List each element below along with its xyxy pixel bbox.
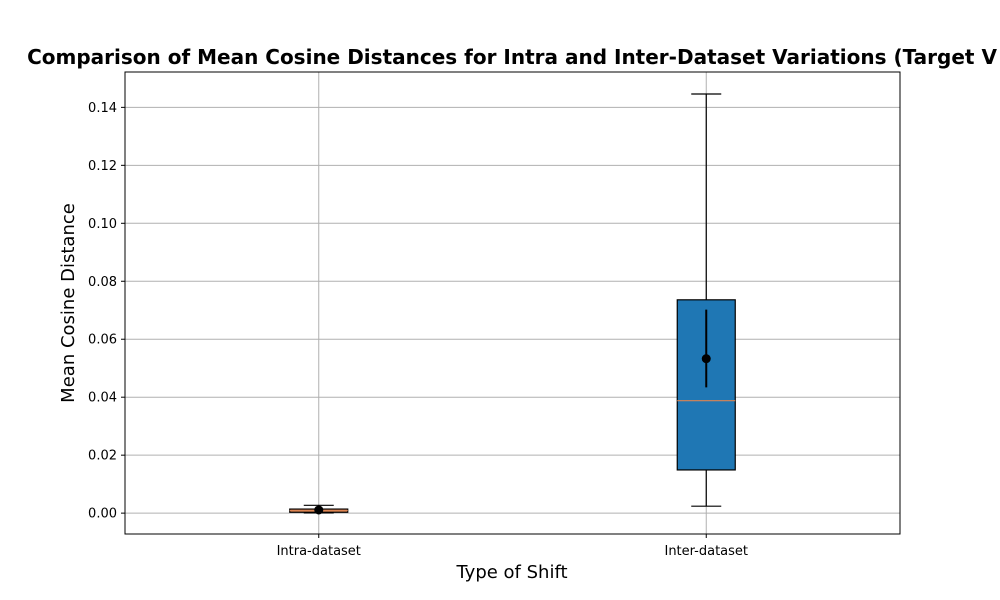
- box-intra-dataset: [289, 504, 349, 515]
- y-tick-label: 0.08: [88, 275, 117, 290]
- y-tick-label: 0.04: [88, 391, 117, 406]
- x-tick-label: Inter-dataset: [664, 544, 748, 559]
- y-tick-label: 0.06: [88, 333, 117, 348]
- x-axis-label: Type of Shift: [455, 562, 567, 583]
- x-axis-ticks: Intra-dataset Inter-dataset: [277, 534, 748, 559]
- grid-lines: [125, 72, 900, 534]
- plot-area-frame: [124, 71, 901, 535]
- mean-marker: [701, 354, 711, 364]
- y-tick-label: 0.12: [88, 159, 117, 174]
- y-tick-label: 0.00: [88, 507, 117, 522]
- box-inter-dataset: [676, 93, 736, 507]
- box-plot-series: [289, 93, 736, 515]
- chart-title: Comparison of Mean Cosine Distances for …: [27, 45, 997, 69]
- mean-marker: [314, 505, 324, 515]
- y-axis-ticks: 0.00 0.02 0.04 0.06 0.08 0.10 0.12 0.14: [88, 101, 125, 522]
- y-tick-label: 0.10: [88, 217, 117, 232]
- y-axis-label: Mean Cosine Distance: [58, 203, 79, 403]
- y-tick-label: 0.02: [88, 449, 117, 464]
- y-tick-label: 0.14: [88, 101, 117, 116]
- x-tick-label: Intra-dataset: [277, 544, 361, 559]
